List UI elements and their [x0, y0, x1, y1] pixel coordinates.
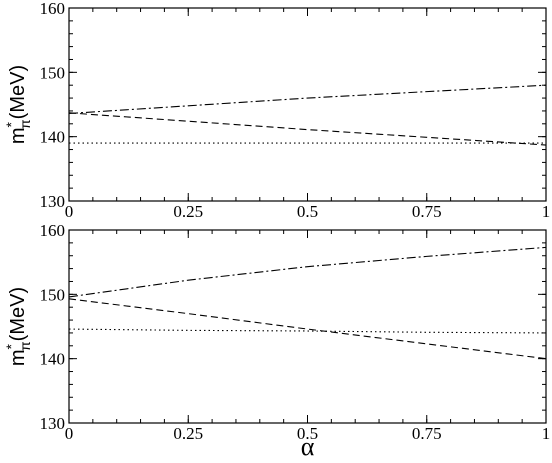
series-line-dashdot	[68, 84, 547, 115]
series-line-dashed	[68, 298, 547, 360]
x-tick-label: 0	[65, 424, 74, 443]
series-line-dashdot	[68, 246, 547, 298]
y-tick-label: 140	[40, 350, 66, 369]
x-tick-label: 0.25	[173, 202, 203, 221]
x-tick-label: 0.5	[297, 424, 318, 443]
y-tick-label: 160	[40, 0, 66, 18]
x-tick-label: 0.5	[297, 202, 318, 221]
x-tick-label: 1	[542, 202, 551, 221]
y-tick-label: 150	[40, 285, 66, 304]
x-axis-label: α	[301, 432, 315, 461]
y-tick-label: 140	[40, 128, 66, 147]
plot-frame	[68, 229, 547, 424]
y-tick-label: 130	[40, 192, 66, 211]
chart-panel-2: 0 0.25 0.5 0.75 1 130 140 150 160 m*π(MeV) α	[3, 221, 550, 461]
x-tick-label: 0.75	[412, 202, 442, 221]
y-tick-label: 150	[40, 63, 66, 82]
plot-frame	[68, 7, 547, 202]
y-axis-label: m*π(MeV)	[3, 65, 33, 144]
x-tick-label: 1	[542, 424, 551, 443]
series-line-dashed	[68, 112, 547, 146]
chart-panel-1: 0 0.25 0.5 0.75 1 130 140 150 160 m*π(MeV)	[3, 0, 550, 221]
x-tick-label: 0	[65, 202, 74, 221]
y-tick-label: 130	[40, 414, 66, 433]
y-axis-label: m*π(MeV)	[3, 287, 33, 366]
y-tick-label: 160	[40, 221, 66, 240]
series-line-dotted	[68, 328, 547, 334]
x-tick-label: 0.25	[173, 424, 203, 443]
x-tick-label: 0.75	[412, 424, 442, 443]
